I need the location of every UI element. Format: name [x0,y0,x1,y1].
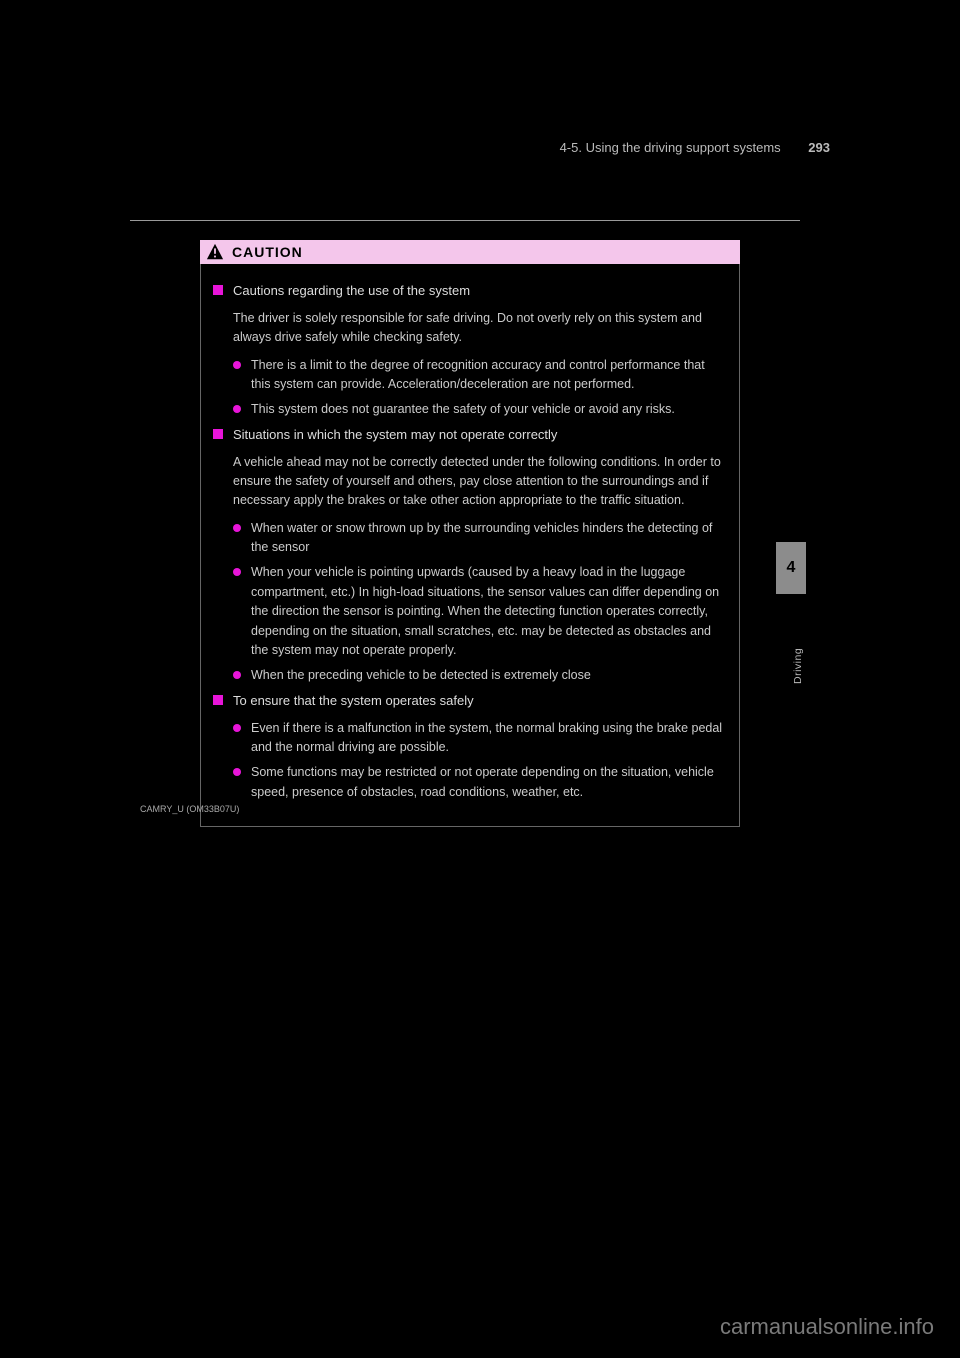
dot-bullet-icon [233,405,241,413]
page-header-row: 4-5. Using the driving support systems 2… [130,140,830,191]
bullet-text: Some functions may be restricted or not … [251,763,727,802]
footer-document-code: CAMRY_U (OM33B07U) [140,804,239,814]
header-divider [130,220,800,221]
caution-box: CAUTION Cautions regarding the use of th… [200,240,740,827]
bullet-text: When water or snow thrown up by the surr… [251,519,727,558]
section-path: 4-5. Using the driving support systems [560,140,781,155]
chapter-tab-number: 4 [787,559,796,577]
bullet-item: When the preceding vehicle to be detecte… [233,666,727,685]
chapter-tab-label: Driving [792,604,810,684]
square-bullet-icon [213,429,223,439]
caution-section-title-row: To ensure that the system operates safel… [213,692,727,711]
caution-section: Situations in which the system may not o… [213,426,727,686]
dot-bullet-icon [233,568,241,576]
caution-section: Cautions regarding the use of the system… [213,282,727,420]
caution-paragraph: The driver is solely responsible for saf… [233,309,727,348]
bullet-text: When the preceding vehicle to be detecte… [251,666,591,685]
warning-icon [206,243,224,261]
caution-section-title: Cautions regarding the use of the system [233,282,470,301]
caution-body: Cautions regarding the use of the system… [200,264,740,827]
page-header: 4-5. Using the driving support systems 2… [130,140,830,155]
bullet-text: This system does not guarantee the safet… [251,400,675,419]
bullet-item: When your vehicle is pointing upwards (c… [233,563,727,660]
bullet-text: Even if there is a malfunction in the sy… [251,719,727,758]
caution-section-title: To ensure that the system operates safel… [233,692,474,711]
dot-bullet-icon [233,768,241,776]
square-bullet-icon [213,285,223,295]
bullet-item: This system does not guarantee the safet… [233,400,727,419]
dot-bullet-icon [233,524,241,532]
dot-bullet-icon [233,671,241,679]
bullet-item: Even if there is a malfunction in the sy… [233,719,727,758]
dot-bullet-icon [233,361,241,369]
caution-header: CAUTION [200,240,740,264]
caution-section-title: Situations in which the system may not o… [233,426,557,445]
bullet-text: There is a limit to the degree of recogn… [251,356,727,395]
bullet-text: When your vehicle is pointing upwards (c… [251,563,727,660]
bullet-item: When water or snow thrown up by the surr… [233,519,727,558]
caution-label: CAUTION [232,244,303,260]
dot-bullet-icon [233,724,241,732]
bullet-item: Some functions may be restricted or not … [233,763,727,802]
caution-paragraph: A vehicle ahead may not be correctly det… [233,453,727,511]
page-number: 293 [808,140,830,155]
caution-section-title-row: Situations in which the system may not o… [213,426,727,445]
square-bullet-icon [213,695,223,705]
bullet-item: There is a limit to the degree of recogn… [233,356,727,395]
watermark-text: carmanualsonline.info [720,1314,934,1340]
caution-section: To ensure that the system operates safel… [213,692,727,802]
caution-section-title-row: Cautions regarding the use of the system [213,282,727,301]
chapter-tab: 4 [776,542,806,594]
